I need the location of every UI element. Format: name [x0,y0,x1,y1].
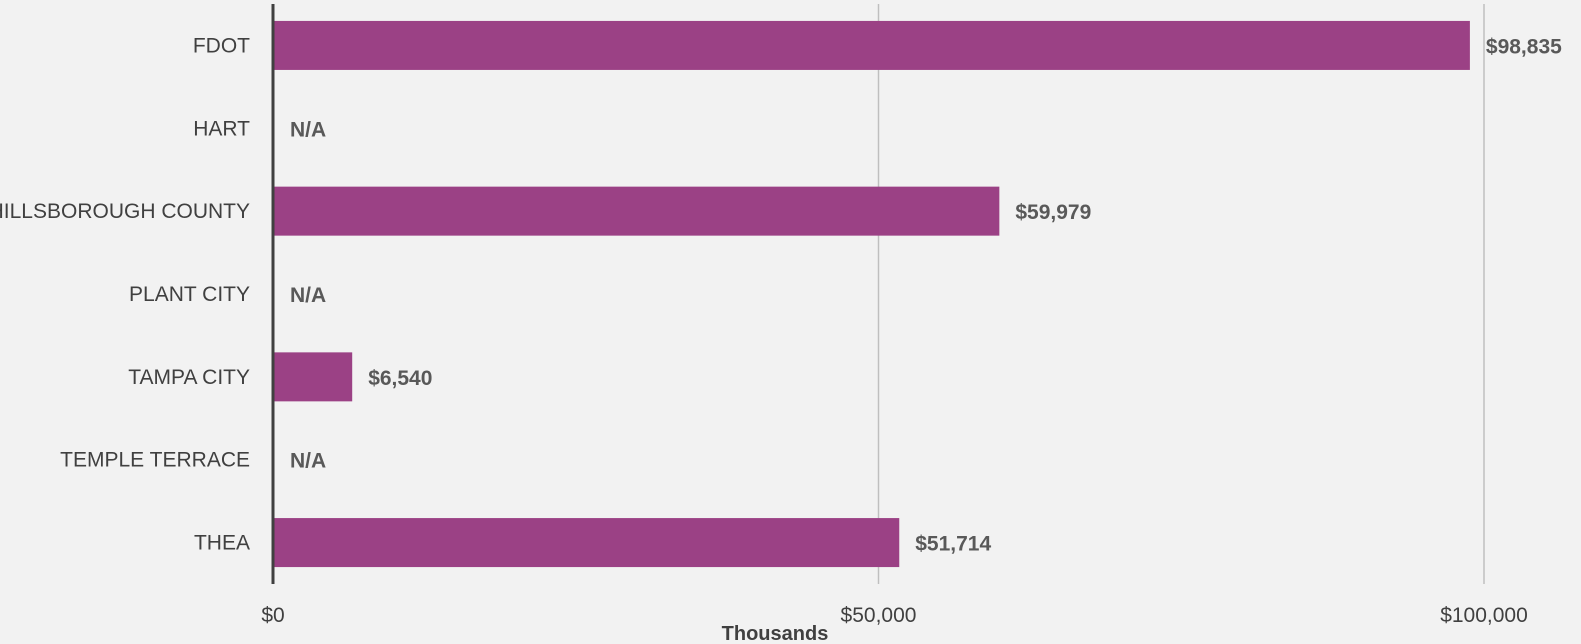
bar [273,518,900,568]
category-label: FDOT [193,34,250,57]
x-tick-label: $50,000 [841,604,917,627]
category-label: TAMPA CITY [128,366,250,389]
x-tick-label: $100,000 [1440,604,1528,627]
data-label: N/A [290,118,326,141]
x-tick-labels: $0 $50,000 $100,000 [261,604,1527,627]
bar [273,20,1470,70]
data-label: $98,835 [1486,35,1562,58]
bar [273,352,353,402]
bars [273,20,1470,568]
x-axis-unit-label: Thousands [722,623,829,644]
data-label: $51,714 [915,533,991,556]
data-label: $59,979 [1015,201,1091,224]
gridlines [877,4,1485,584]
data-labels: $98,835 N/A $59,979 N/A $6,540 N/A $51,714 [290,35,1562,555]
data-label: N/A [290,284,326,307]
x-tick-label: $0 [261,604,284,627]
data-label: N/A [290,450,326,473]
category-label: HILLSBOROUGH COUNTY [0,200,250,223]
category-label: HART [193,117,250,140]
data-label: $6,540 [368,367,432,390]
category-label: PLANT CITY [129,283,250,306]
category-label: THEA [194,532,250,555]
category-labels: FDOT HART HILLSBOROUGH COUNTY PLANT CITY TAM… [0,34,250,554]
bar [273,186,1000,236]
category-label: TEMPLE TERRACE [60,449,250,472]
